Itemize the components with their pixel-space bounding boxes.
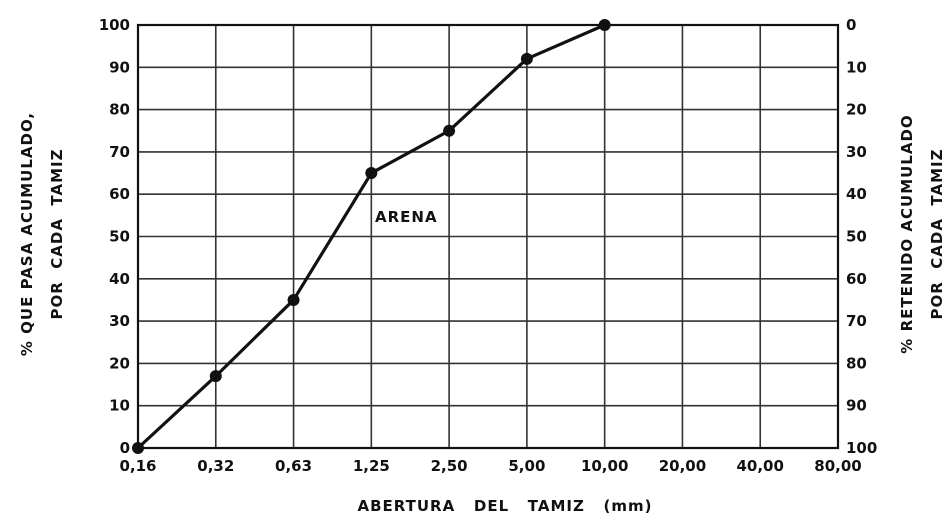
right-tick-label: 0 bbox=[846, 16, 856, 34]
left-axis-title-line2: POR CADA TAMIZ bbox=[48, 149, 66, 320]
x-tick-label: 2,50 bbox=[431, 457, 468, 475]
left-tick-label: 80 bbox=[109, 101, 130, 119]
left-tick-label: 20 bbox=[109, 354, 130, 372]
data-point bbox=[598, 19, 611, 31]
x-tick-label: 0,32 bbox=[197, 457, 234, 475]
left-tick-label: 0 bbox=[120, 439, 130, 457]
data-point bbox=[287, 293, 300, 306]
right-tick-label: 30 bbox=[846, 143, 867, 161]
left-tick-label: 50 bbox=[109, 228, 130, 246]
right-axis-title-line2: POR CADA TAMIZ bbox=[928, 149, 946, 320]
left-tick-label: 100 bbox=[99, 16, 130, 34]
right-tick-label: 10 bbox=[846, 58, 867, 76]
right-tick-label: 90 bbox=[846, 397, 867, 415]
x-tick-label: 10,00 bbox=[581, 457, 628, 475]
right-tick-label: 40 bbox=[846, 185, 867, 203]
annotation-arena: ARENA bbox=[375, 208, 438, 226]
right-tick-label: 80 bbox=[846, 354, 867, 372]
x-tick-label: 20,00 bbox=[659, 457, 706, 475]
left-tick-label: 90 bbox=[109, 58, 130, 76]
x-axis-ticks: 0,16 0,32 0,63 1,25 2,50 5,00 10,00 20,00 40,00 8… bbox=[119, 457, 861, 475]
left-tick-label: 30 bbox=[109, 312, 130, 330]
right-tick-label: 20 bbox=[846, 101, 867, 119]
left-tick-label: 10 bbox=[109, 397, 130, 415]
data-point bbox=[209, 370, 222, 383]
right-axis-title-line1: % RETENIDO ACUMULADO bbox=[898, 114, 916, 353]
right-tick-label: 50 bbox=[846, 228, 867, 246]
series-layer bbox=[132, 19, 611, 454]
left-tick-label: 60 bbox=[109, 185, 130, 203]
right-tick-label: 70 bbox=[846, 312, 867, 330]
x-tick-label: 1,25 bbox=[353, 457, 390, 475]
x-tick-label: 80,00 bbox=[814, 457, 861, 475]
x-axis-title: ABERTURA DEL TAMIZ (mm) bbox=[357, 497, 652, 515]
left-axis-ticks: 0 10 20 30 40 50 60 70 80 90 100 bbox=[99, 16, 130, 457]
data-point bbox=[132, 442, 144, 454]
right-tick-label: 60 bbox=[846, 270, 867, 288]
data-point bbox=[365, 167, 378, 180]
x-tick-label: 40,00 bbox=[736, 457, 783, 475]
x-tick-label: 0,63 bbox=[275, 457, 312, 475]
data-point bbox=[520, 52, 533, 65]
plot-frame bbox=[136, 23, 840, 450]
left-axis-title-line1: % QUE PASA ACUMULADO, bbox=[18, 112, 36, 356]
grid-lines bbox=[138, 25, 838, 448]
x-tick-label: 5,00 bbox=[508, 457, 545, 475]
left-tick-label: 40 bbox=[109, 270, 130, 288]
data-point bbox=[443, 124, 456, 137]
left-tick-label: 70 bbox=[109, 143, 130, 161]
x-tick-label: 0,16 bbox=[119, 457, 156, 475]
right-tick-label: 100 bbox=[846, 439, 877, 457]
